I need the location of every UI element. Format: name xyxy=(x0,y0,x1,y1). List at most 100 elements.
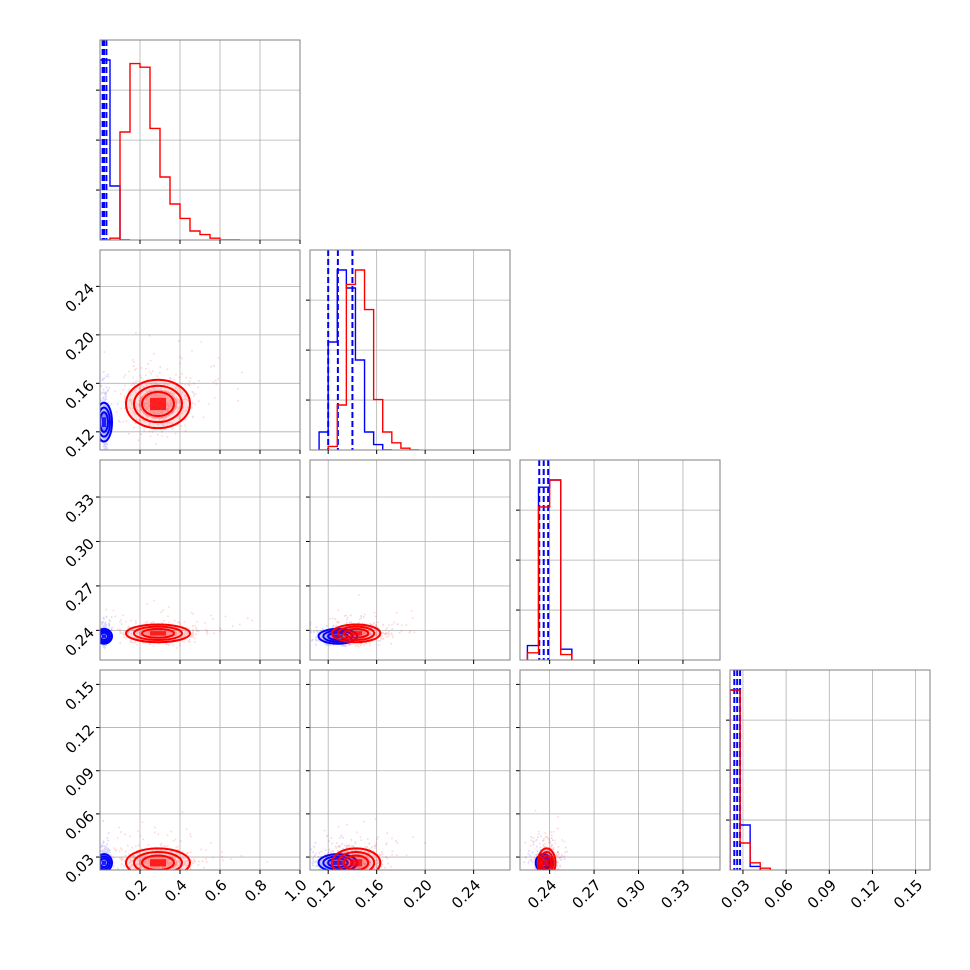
contour-line xyxy=(133,851,183,870)
contour-line xyxy=(327,857,349,869)
x-tick-label: 0.06 xyxy=(761,876,797,912)
contour-line xyxy=(133,384,183,424)
y-tick-label: 0.03 xyxy=(62,850,98,886)
panel-frame xyxy=(729,669,931,871)
panel-0-0 xyxy=(100,40,300,240)
x-tick-label: 0.16 xyxy=(351,876,387,912)
scatter-series-1 xyxy=(524,809,568,870)
panel-frame xyxy=(309,459,511,661)
scatter-series-1 xyxy=(100,599,253,649)
histogram-series-1 xyxy=(100,62,240,240)
x-tick-label: 0.2 xyxy=(121,876,151,906)
y-tick-label: 0.12 xyxy=(62,721,98,757)
contour-line xyxy=(100,853,113,870)
y-tick-label: 0.15 xyxy=(62,678,98,714)
y-tick-label: 0.30 xyxy=(62,535,98,571)
contour-line xyxy=(141,627,175,639)
x-tick-label: 0.33 xyxy=(657,876,693,912)
y-tick-label: 0.12 xyxy=(62,425,98,461)
scatter-series-1 xyxy=(315,594,416,648)
contour-line xyxy=(100,627,113,645)
contour-line xyxy=(342,627,370,639)
contour-line xyxy=(141,390,175,418)
x-tick-label: 0.6 xyxy=(201,876,231,906)
panel-2-1 xyxy=(310,460,510,660)
contour-line xyxy=(100,401,113,443)
x-tick-label: 0.03 xyxy=(717,876,753,912)
panel-frame xyxy=(99,459,301,661)
density-peak xyxy=(333,634,343,639)
density-peak xyxy=(150,631,166,636)
density-peak xyxy=(350,859,363,867)
histogram-series-1 xyxy=(526,479,573,660)
y-tick-label: 0.24 xyxy=(62,624,98,660)
density-peak xyxy=(350,631,363,636)
density-peak xyxy=(541,860,546,865)
panel-frame xyxy=(309,669,511,871)
x-tick-label: 0.8 xyxy=(241,876,271,906)
contour-line xyxy=(100,857,109,869)
panel-frame xyxy=(309,249,511,451)
scatter-series-1 xyxy=(111,811,268,870)
density-peak xyxy=(102,860,106,865)
panel-2-0 xyxy=(100,460,300,660)
y-tick-label: 0.24 xyxy=(62,280,98,316)
panel-3-1 xyxy=(310,670,510,870)
contour-line xyxy=(317,627,359,645)
density-peak xyxy=(102,417,106,427)
y-tick-label: 0.06 xyxy=(62,807,98,843)
x-tick-label: 0.24 xyxy=(524,876,560,912)
contour-line xyxy=(336,851,376,870)
histogram-series-1 xyxy=(319,269,420,450)
contour-line xyxy=(539,851,555,870)
contour-line xyxy=(100,411,109,433)
panel-frame xyxy=(99,39,301,241)
x-tick-label: 0.30 xyxy=(613,876,649,912)
y-tick-label: 0.09 xyxy=(62,764,98,800)
contour-line xyxy=(536,847,557,870)
contour-line xyxy=(125,378,191,430)
scatter-series-0 xyxy=(100,371,113,450)
contour-line xyxy=(330,847,382,870)
histogram-series-0 xyxy=(318,269,392,450)
panel-2-2 xyxy=(520,460,720,660)
contour-line xyxy=(100,855,111,870)
histogram-series-0 xyxy=(100,59,130,240)
panel-1-1 xyxy=(310,250,510,450)
contour-line xyxy=(125,623,191,644)
histogram-series-1 xyxy=(730,689,771,870)
y-tick-label: 0.16 xyxy=(62,377,98,413)
density-peak xyxy=(150,859,166,867)
x-tick-label: 0.12 xyxy=(847,876,883,912)
contour-line xyxy=(100,631,109,641)
x-tick-label: 0.24 xyxy=(448,876,484,912)
panel-frame xyxy=(99,249,301,451)
panel-1-0 xyxy=(100,250,300,450)
contour-line xyxy=(100,629,111,643)
density-peak xyxy=(544,859,549,867)
scatter-series-1 xyxy=(103,332,243,445)
panel-frame xyxy=(99,669,301,871)
x-tick-label: 0.27 xyxy=(568,876,604,912)
x-tick-label: 0.4 xyxy=(161,876,191,906)
y-tick-label: 0.33 xyxy=(62,490,98,526)
x-tick-label: 0.12 xyxy=(303,876,339,912)
panel-3-0 xyxy=(100,670,300,870)
y-tick-label: 0.27 xyxy=(62,579,98,615)
contour-line xyxy=(100,406,111,438)
contour-line xyxy=(133,625,183,641)
density-peak xyxy=(150,397,166,410)
x-tick-label: 0.09 xyxy=(804,876,840,912)
x-tick-label: 0.15 xyxy=(890,876,926,912)
panel-frame xyxy=(519,669,721,871)
contour-line xyxy=(125,847,191,870)
x-tick-label: 0.20 xyxy=(400,876,436,912)
panel-3-3 xyxy=(730,670,930,870)
contour-line xyxy=(336,625,376,641)
contour-line xyxy=(330,623,382,644)
panel-3-2 xyxy=(520,670,720,870)
density-peak xyxy=(102,634,106,639)
panel-frame xyxy=(519,459,721,661)
y-tick-label: 0.20 xyxy=(62,328,98,364)
